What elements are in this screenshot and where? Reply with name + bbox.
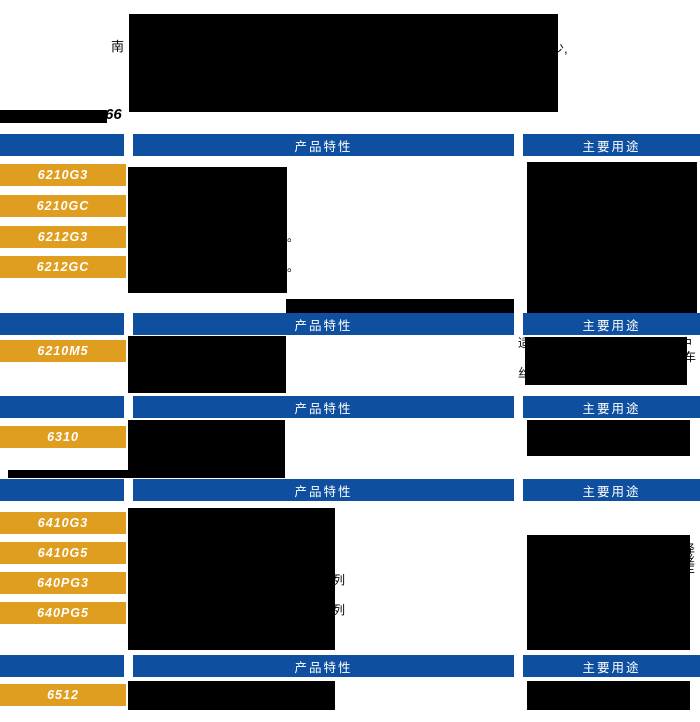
- header-main-use: 主要用途: [523, 313, 700, 335]
- redaction-box: [128, 508, 335, 650]
- header-cell-blank: [0, 396, 124, 418]
- header-main-use: 主要用途: [523, 655, 700, 677]
- redaction-box: [527, 681, 690, 710]
- product-code-cell: 6310: [0, 426, 126, 448]
- redaction-box: [8, 470, 285, 478]
- product-code-cell: 6210M5: [0, 340, 126, 362]
- product-code-cell: 640PG5: [0, 602, 126, 624]
- product-code-cell: 6212G3: [0, 226, 126, 248]
- product-code-cell: 6212GC: [0, 256, 126, 278]
- text-fragment: 列: [333, 573, 346, 587]
- header-main-use: 主要用途: [523, 479, 700, 501]
- product-code-cell: 6512: [0, 684, 126, 706]
- redaction-box: [527, 420, 690, 456]
- header-main-use: 主要用途: [523, 396, 700, 418]
- product-code-cell: 6410G3: [0, 512, 126, 534]
- redaction-box: [128, 420, 285, 470]
- header-product-feature: 产品特性: [133, 134, 514, 156]
- redaction-box: [128, 681, 335, 710]
- redaction-box: [128, 167, 287, 293]
- redaction-box: [0, 110, 107, 123]
- text-fragment: 南: [111, 39, 125, 54]
- header-product-feature: 产品特性: [133, 479, 514, 501]
- header-cell-blank: [0, 655, 124, 677]
- header-product-feature: 产品特性: [133, 313, 514, 335]
- redaction-box: [525, 337, 687, 385]
- header-cell-blank: [0, 313, 124, 335]
- redaction-box: [527, 535, 690, 650]
- redaction-box: [527, 162, 697, 313]
- product-code-cell: 6210GC: [0, 195, 126, 217]
- header-cell-blank: [0, 479, 124, 501]
- page-number-fragment: 66: [105, 106, 122, 123]
- text-fragment: 车: [684, 350, 697, 364]
- header-product-feature: 产品特性: [133, 655, 514, 677]
- header-main-use: 主要用途: [523, 134, 700, 156]
- redaction-box: [129, 14, 558, 112]
- product-code-cell: 6410G5: [0, 542, 126, 564]
- product-code-cell: 6210G3: [0, 164, 126, 186]
- text-fragment: 列: [333, 603, 346, 617]
- header-cell-blank: [0, 134, 124, 156]
- redaction-box: [128, 336, 286, 393]
- header-product-feature: 产品特性: [133, 396, 514, 418]
- redaction-box: [286, 299, 514, 313]
- product-code-cell: 640PG3: [0, 572, 126, 594]
